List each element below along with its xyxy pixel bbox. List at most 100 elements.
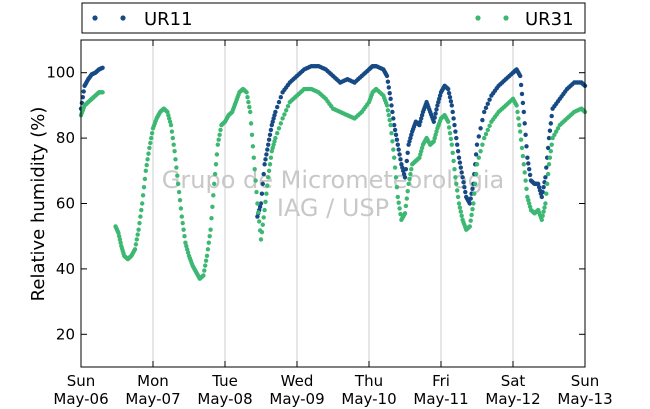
data-point bbox=[480, 117, 485, 123]
data-point bbox=[518, 82, 524, 88]
data-point bbox=[208, 227, 213, 232]
data-point bbox=[458, 209, 463, 214]
data-point bbox=[515, 109, 520, 115]
data-point bbox=[169, 129, 175, 134]
data-point bbox=[168, 122, 174, 128]
data-point bbox=[454, 181, 459, 187]
data-point bbox=[273, 109, 278, 115]
data-point bbox=[258, 201, 264, 206]
data-point bbox=[100, 65, 105, 70]
data-point bbox=[432, 115, 437, 120]
data-point bbox=[455, 188, 460, 193]
data-point bbox=[273, 135, 278, 141]
legend-marker bbox=[92, 15, 98, 21]
data-point bbox=[461, 180, 466, 185]
data-point bbox=[257, 219, 262, 224]
legend-frame bbox=[81, 2, 586, 34]
data-point bbox=[261, 215, 266, 220]
data-point bbox=[456, 201, 462, 206]
data-point bbox=[473, 152, 479, 157]
data-point bbox=[487, 97, 492, 102]
data-point bbox=[149, 130, 155, 136]
data-point bbox=[519, 145, 525, 151]
data-point bbox=[485, 127, 490, 133]
data-point bbox=[203, 258, 209, 263]
x-tick-label-day: Mon bbox=[137, 372, 169, 390]
data-point bbox=[455, 194, 461, 200]
data-point bbox=[447, 95, 453, 100]
data-point bbox=[140, 193, 146, 198]
data-point bbox=[392, 122, 397, 128]
watermark-line: IAG / USP bbox=[277, 194, 389, 222]
data-point bbox=[448, 136, 454, 142]
data-point bbox=[203, 263, 208, 268]
data-point bbox=[265, 147, 270, 152]
data-point bbox=[548, 121, 553, 126]
data-point bbox=[468, 218, 473, 223]
data-point bbox=[136, 227, 141, 232]
data-point bbox=[278, 95, 283, 100]
data-point bbox=[265, 183, 270, 188]
data-point bbox=[204, 253, 210, 259]
data-point bbox=[211, 193, 216, 198]
data-point bbox=[483, 131, 489, 137]
data-point bbox=[472, 191, 477, 196]
data-point bbox=[209, 216, 214, 221]
data-point bbox=[474, 142, 480, 147]
data-point bbox=[215, 142, 220, 147]
series-ur11 bbox=[78, 63, 588, 219]
data-point bbox=[452, 122, 457, 128]
x-tick-label-date: May-12 bbox=[485, 390, 540, 408]
data-point bbox=[549, 113, 554, 119]
data-point bbox=[550, 135, 555, 141]
data-point bbox=[543, 175, 548, 180]
y-tick-label: 100 bbox=[46, 64, 75, 82]
data-point bbox=[247, 104, 252, 110]
x-tick-label-date: May-09 bbox=[269, 390, 324, 408]
data-point bbox=[135, 232, 140, 237]
data-point bbox=[517, 122, 522, 128]
data-point bbox=[478, 148, 483, 154]
data-point bbox=[207, 234, 212, 239]
data-point bbox=[386, 85, 391, 90]
data-point bbox=[244, 90, 249, 95]
data-point bbox=[396, 147, 401, 152]
data-point bbox=[476, 155, 481, 160]
data-point bbox=[541, 209, 546, 214]
data-point bbox=[545, 145, 551, 151]
data-point bbox=[210, 204, 215, 209]
data-point bbox=[459, 213, 464, 218]
y-tick-label: 80 bbox=[56, 129, 75, 147]
data-point bbox=[386, 113, 391, 118]
data-point bbox=[402, 211, 408, 216]
data-point bbox=[478, 126, 483, 131]
data-point bbox=[389, 130, 394, 136]
data-point bbox=[264, 191, 269, 196]
data-point bbox=[482, 109, 487, 115]
data-point bbox=[170, 135, 175, 141]
data-point bbox=[450, 150, 455, 156]
data-point bbox=[469, 212, 474, 218]
data-point bbox=[471, 201, 476, 206]
y-axis-title: Relative humidity (%) bbox=[28, 107, 49, 302]
data-point bbox=[407, 176, 412, 182]
data-point bbox=[459, 170, 464, 175]
data-point bbox=[455, 142, 460, 147]
legend-label: UR31 bbox=[525, 9, 574, 30]
data-point bbox=[268, 127, 274, 133]
data-point bbox=[80, 95, 86, 100]
data-point bbox=[446, 90, 452, 96]
data-point bbox=[256, 210, 261, 215]
data-point bbox=[402, 175, 408, 180]
data-point bbox=[392, 127, 398, 133]
data-point bbox=[555, 126, 561, 131]
data-point bbox=[282, 112, 287, 117]
data-point bbox=[409, 166, 414, 172]
data-point bbox=[526, 161, 531, 166]
data-point bbox=[483, 105, 489, 111]
data-point bbox=[260, 222, 265, 227]
data-point bbox=[149, 135, 154, 141]
data-point bbox=[147, 145, 152, 151]
data-point bbox=[487, 123, 492, 129]
data-point bbox=[144, 162, 149, 168]
